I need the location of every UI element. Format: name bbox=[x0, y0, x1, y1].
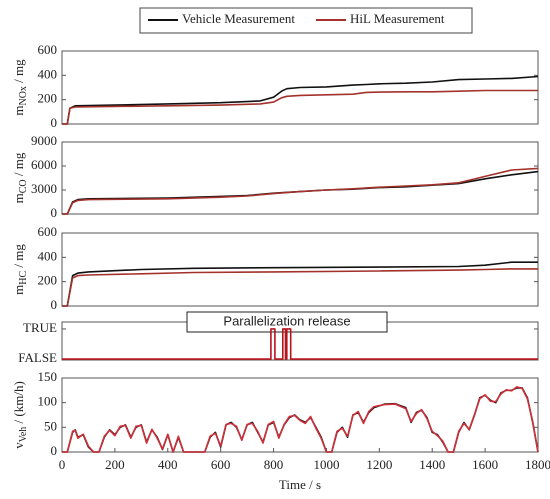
y-axis-label: mCO / mg bbox=[11, 152, 29, 203]
y-label-main: m bbox=[11, 193, 26, 203]
plot-frame bbox=[61, 141, 539, 215]
legend-label: Vehicle Measurement bbox=[182, 11, 295, 26]
y-axis-label: vVeh / (km/h) bbox=[11, 381, 29, 449]
y-tick-label: 400 bbox=[38, 66, 58, 81]
y-label-sub: NOx bbox=[18, 86, 29, 105]
y-tick-label: 50 bbox=[44, 418, 57, 433]
x-tick-label: 0 bbox=[59, 457, 66, 472]
y-label-main: v bbox=[11, 442, 26, 449]
x-tick-label: 1800 bbox=[525, 457, 550, 472]
x-tick-label: 1200 bbox=[366, 457, 392, 472]
y-tick-label: 0 bbox=[51, 205, 58, 220]
y-label-sub: Veh bbox=[18, 427, 29, 443]
series-line bbox=[62, 268, 538, 307]
plot-frame bbox=[61, 377, 539, 453]
y-label-main: m bbox=[11, 106, 26, 116]
annotation: Parallelization release bbox=[223, 313, 350, 328]
y-tick-label: TRUE bbox=[23, 320, 57, 335]
x-tick-label: 200 bbox=[105, 457, 125, 472]
x-tick-label: 400 bbox=[158, 457, 178, 472]
y-label-unit: / (km/h) bbox=[11, 381, 26, 427]
y-tick-label: 400 bbox=[38, 248, 58, 263]
y-tick-label: 600 bbox=[38, 224, 58, 239]
y-tick-label: 600 bbox=[38, 42, 58, 57]
series-line bbox=[62, 328, 538, 360]
y-tick-label: 3000 bbox=[31, 181, 57, 196]
series-line bbox=[62, 386, 539, 453]
series-line bbox=[62, 75, 539, 125]
y-tick-label: 150 bbox=[38, 369, 58, 384]
legend-box bbox=[139, 7, 473, 34]
y-tick-label: 200 bbox=[38, 91, 58, 106]
y-tick-label: 9000 bbox=[31, 133, 57, 148]
x-tick-label: 600 bbox=[211, 457, 231, 472]
series-line bbox=[62, 261, 538, 307]
y-label-unit: / mg bbox=[11, 244, 26, 271]
y-axis-label: mHC / mg bbox=[11, 244, 29, 295]
y-tick-label: FALSE bbox=[18, 350, 57, 365]
y-label-main: m bbox=[11, 285, 26, 295]
y-label-unit: / mg bbox=[11, 59, 26, 86]
series-line bbox=[62, 170, 539, 215]
y-tick-label: 6000 bbox=[31, 157, 57, 172]
y-label-unit: / mg bbox=[11, 152, 26, 179]
y-axis-label: mNOx / mg bbox=[11, 59, 29, 116]
series-line bbox=[62, 89, 538, 125]
x-tick-label: 800 bbox=[264, 457, 284, 472]
x-tick-label: 1600 bbox=[472, 457, 498, 472]
series-line bbox=[62, 167, 539, 215]
plot-frame bbox=[61, 50, 539, 125]
y-tick-label: 0 bbox=[51, 115, 58, 130]
y-label-sub: CO bbox=[18, 179, 29, 193]
y-tick-label: 200 bbox=[38, 273, 58, 288]
y-tick-label: 100 bbox=[38, 394, 58, 409]
y-tick-label: 0 bbox=[51, 443, 58, 458]
y-label-sub: HC bbox=[18, 271, 29, 285]
y-tick-label: 0 bbox=[51, 297, 58, 312]
x-tick-label: 1000 bbox=[313, 457, 339, 472]
legend-label: HiL Measurement bbox=[350, 11, 445, 26]
x-tick-label: 1400 bbox=[419, 457, 445, 472]
x-axis-label: Time / s bbox=[279, 477, 321, 492]
